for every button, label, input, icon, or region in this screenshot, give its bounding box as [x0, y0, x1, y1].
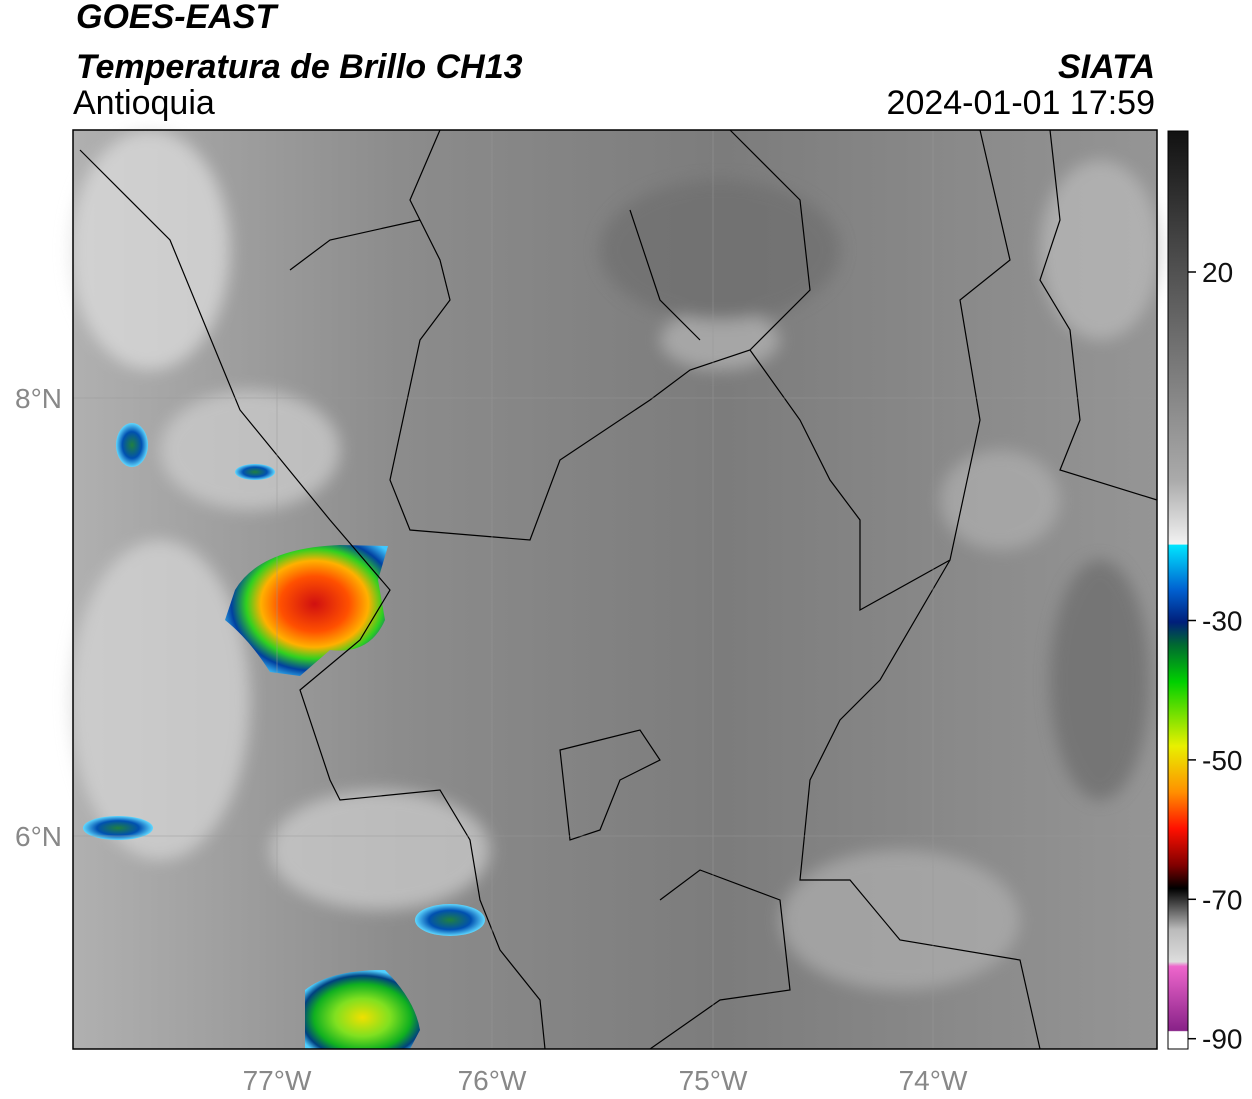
colorbar-tick-label: -90: [1202, 1024, 1242, 1055]
boundaries: [79, 129, 1158, 1050]
source-title: GOES-EAST: [76, 0, 279, 36]
graticule: [73, 130, 1157, 1049]
cloud-texture: [70, 130, 1160, 990]
product-title: Temperatura de Brillo CH13: [76, 48, 523, 86]
cloud-cell: [116, 423, 148, 467]
storm-cell: [305, 970, 420, 1049]
cloud-cell: [83, 816, 153, 840]
lat-label: 8°N: [15, 383, 62, 414]
map: 8°N 6°N 77°W 76°W 75°W 74°W: [15, 129, 1160, 1096]
colorbar-scale: [1167, 130, 1189, 1050]
colorbar-tick-label: -30: [1202, 606, 1242, 637]
agency-label: SIATA: [1058, 48, 1155, 86]
colorbar-tick-label: -70: [1202, 884, 1242, 915]
map-frame: [72, 129, 1158, 1050]
lon-label: 77°W: [243, 1065, 312, 1096]
colorbar: 20 -30 -50 -70 -90: [1167, 130, 1242, 1055]
cloud-cell: [235, 464, 275, 480]
region-label: Antioquia: [73, 84, 215, 122]
timestamp: 2024-01-01 17:59: [887, 84, 1155, 122]
lon-label: 76°W: [458, 1065, 527, 1096]
lon-label: 75°W: [679, 1065, 748, 1096]
lon-label: 74°W: [899, 1065, 968, 1096]
colorbar-tick-label: 20: [1202, 257, 1233, 288]
cloud-cell: [415, 904, 485, 936]
colorbar-tick-label: -50: [1202, 745, 1242, 776]
storm-cell: [225, 545, 388, 676]
lat-label: 6°N: [15, 821, 62, 852]
